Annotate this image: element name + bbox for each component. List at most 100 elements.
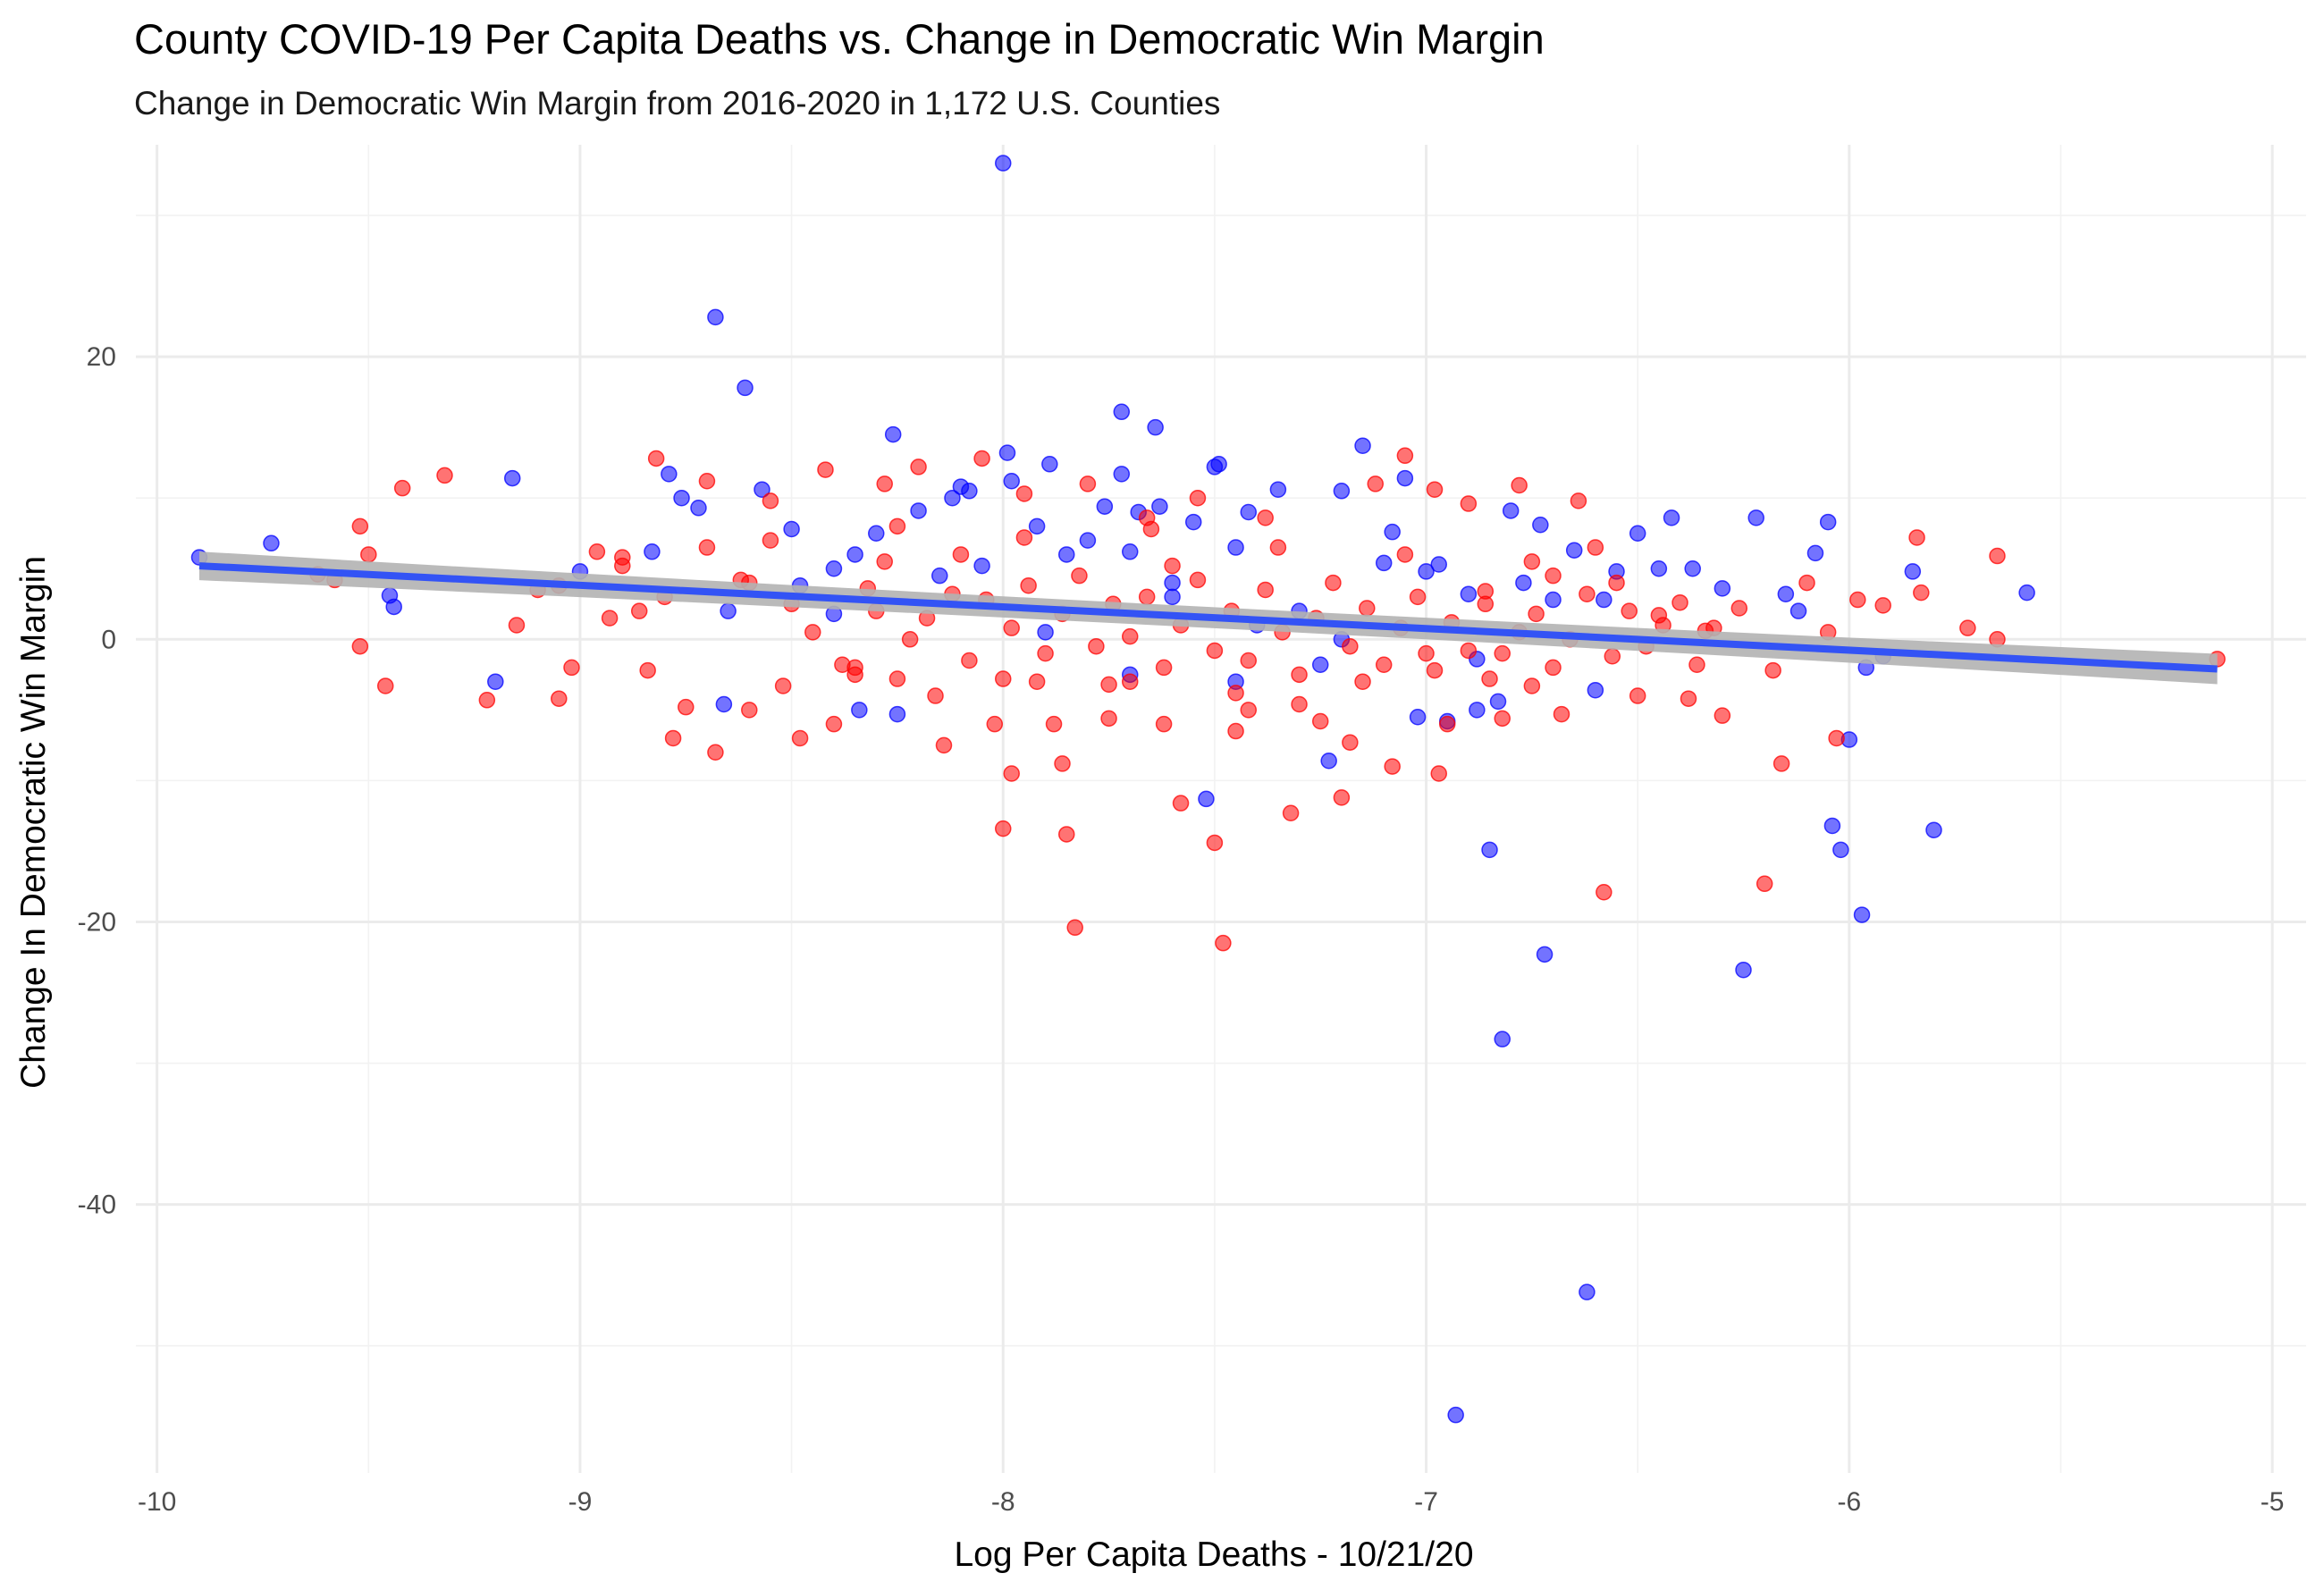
x-tick-label: -5 [2261,1487,2285,1517]
scatter-points [190,155,2226,1424]
data-point [876,553,893,570]
chart-title: County COVID-19 Per Capita Deaths vs. Ch… [134,15,1545,63]
data-point [1257,509,1274,526]
data-point [1671,593,1688,611]
data-point [1396,546,1414,563]
data-point [1570,492,1587,509]
data-point [846,659,863,677]
data-point [707,744,724,761]
data-point [393,479,411,497]
data-point [1164,574,1181,592]
data-point [1164,557,1181,575]
x-tick-label: -9 [568,1487,593,1517]
data-point [1481,670,1498,687]
data-point [1189,489,1207,507]
data-point [644,543,661,560]
minor-grid [136,145,2306,1473]
data-point [741,702,758,719]
data-point [1311,712,1329,730]
data-point [1438,715,1456,733]
data-point [825,715,843,733]
data-point [1240,503,1258,521]
data-point [1079,532,1097,549]
data-point [1777,585,1795,602]
data-point [1066,919,1083,937]
data-point [783,520,800,538]
data-point [1045,715,1063,733]
data-point [1320,753,1337,770]
data-point [868,525,885,542]
data-point [1596,591,1612,609]
data-point [762,492,779,509]
data-point [1189,571,1207,589]
data-point [1227,685,1244,702]
data-point [1828,729,1845,747]
data-point [1469,702,1486,719]
data-point [737,379,754,397]
data-point [1291,695,1308,713]
data-point [961,483,978,500]
data-point [1730,600,1748,617]
data-point [1257,581,1274,599]
data-point [876,475,893,492]
data-point [1515,574,1532,592]
data-point [1904,563,1922,580]
data-point [1003,472,1020,490]
data-point [690,500,707,517]
data-point [1545,567,1562,585]
data-point [1164,588,1181,606]
x-tick-label: -6 [1837,1487,1861,1517]
data-point [1037,644,1054,662]
data-point [888,517,906,535]
data-point [698,539,716,556]
data-point [1680,690,1697,707]
data-point [263,534,280,552]
data-point [1071,567,1088,585]
data-point [1494,710,1511,728]
data-point [1874,597,1891,614]
data-point [1088,637,1105,655]
data-point [1823,817,1841,835]
y-tick-label: 20 [87,342,116,372]
data-point [1342,637,1359,655]
x-tick-label: -8 [991,1487,1015,1517]
data-point [1142,520,1160,538]
data-point [762,532,779,549]
data-point [1113,466,1131,483]
data-point [910,502,927,519]
data-point [1138,588,1156,606]
data-point [630,602,648,619]
y-axis-title: Change In Democratic Win Margin [14,556,53,1089]
data-point [715,695,733,713]
data-point [1155,715,1173,733]
data-point [817,461,834,478]
chart-subtitle: Change in Democratic Win Margin from 201… [134,85,1220,122]
data-point [1384,523,1401,541]
data-point [1756,875,1773,893]
data-point [1489,693,1507,711]
data-point [661,466,678,483]
data-point [1579,585,1596,602]
data-point [1663,509,1680,526]
data-point [1151,498,1168,515]
data-point [1989,547,2006,565]
data-point [1121,543,1139,560]
data-point [1545,659,1562,677]
data-point [791,729,809,747]
data-point [478,692,496,709]
data-point [1688,656,1705,674]
data-point [1155,659,1173,677]
data-point [1832,841,1849,859]
data-point [1430,556,1447,573]
data-point [698,472,716,490]
data-point [1849,591,1866,609]
data-point [1650,560,1668,577]
data-point [720,602,737,619]
data-point [360,546,377,563]
data-point [1096,498,1114,515]
data-point [1198,790,1215,808]
data-point [1269,481,1287,498]
data-point [1426,481,1444,498]
x-tick-label: -7 [1414,1487,1438,1517]
data-point [1184,513,1202,531]
